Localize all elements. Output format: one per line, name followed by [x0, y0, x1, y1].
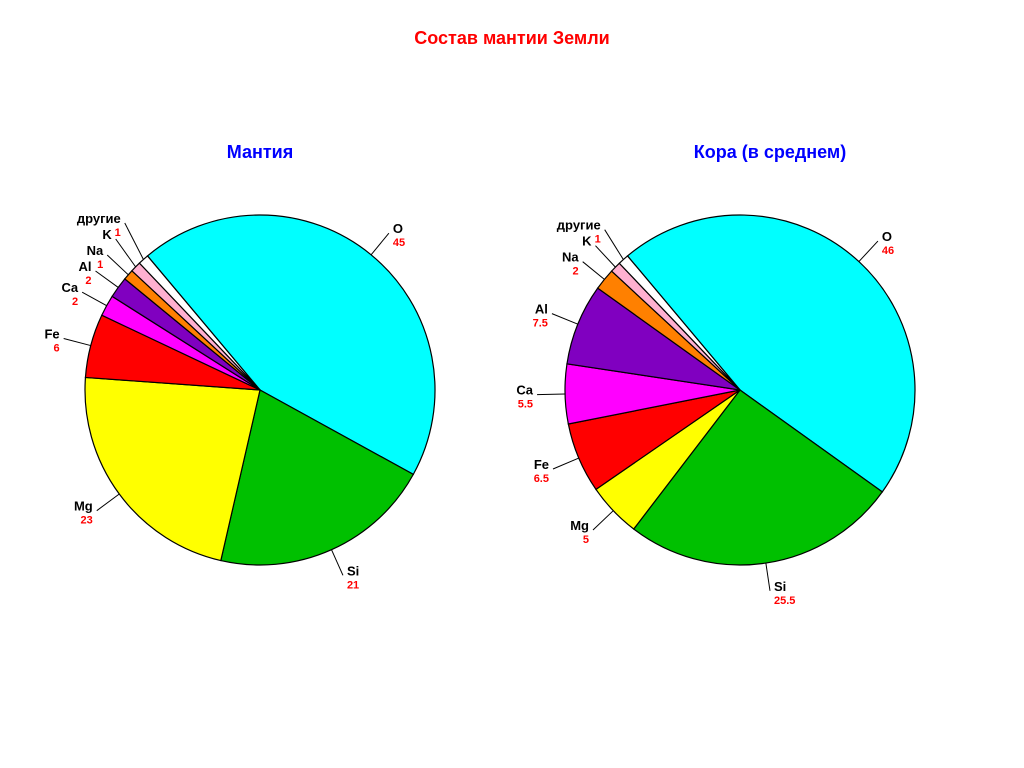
leader-crust-другие — [605, 230, 624, 260]
leader-mantle-Mg — [97, 494, 120, 511]
slice-value-mantle-Na: 1 — [97, 259, 103, 271]
slice-value-mantle-O: 45 — [393, 237, 405, 249]
slice-value-crust-O: 46 — [882, 245, 894, 257]
slice-label-crust-Si: Si — [774, 579, 786, 594]
leader-mantle-O — [371, 233, 389, 255]
leader-crust-Fe — [553, 458, 579, 469]
slice-label-crust-Al: Al — [535, 302, 548, 317]
slice-label-mantle-Si: Si — [347, 563, 359, 578]
slice-label-crust-Na: Na — [562, 250, 579, 265]
leader-crust-Mg — [593, 511, 613, 530]
leader-mantle-Ca — [82, 292, 107, 305]
slice-value-mantle-Si: 21 — [347, 579, 359, 591]
slice-value-mantle-Al: 2 — [85, 275, 91, 287]
leader-mantle-Si — [332, 550, 343, 576]
slice-label-mantle-K: K — [102, 227, 112, 242]
slice-value-crust-Al: 7.5 — [533, 318, 548, 330]
slice-value-mantle-Ca: 2 — [72, 296, 78, 308]
slice-value-crust-Na: 2 — [573, 266, 579, 278]
slice-label-mantle-Na: Na — [87, 243, 104, 258]
slice-value-crust-Mg: 5 — [583, 534, 589, 546]
slice-value-crust-Fe: 6.5 — [534, 473, 549, 485]
leader-mantle-K — [116, 239, 136, 267]
chart-subtitle-crust: Кора (в среднем) — [694, 142, 846, 162]
slice-label-mantle-Ca: Ca — [62, 280, 79, 295]
leader-crust-O — [859, 241, 878, 262]
page-title: Состав мантии Земли — [0, 28, 1024, 49]
leader-crust-Na — [583, 262, 605, 280]
slice-label-mantle-другие: другие — [77, 211, 121, 226]
slice-label-crust-O: O — [882, 229, 892, 244]
slice-label-crust-Fe: Fe — [534, 457, 549, 472]
pie-chart-mantle: МантияO45Si21Mg23Fe6Ca2Al2Na1Kдругие1 — [44, 142, 435, 591]
slice-value-mantle-Fe: 6 — [54, 342, 60, 354]
chart-canvas: МантияO45Si21Mg23Fe6Ca2Al2Na1Kдругие1Кор… — [0, 0, 1024, 768]
leader-mantle-Al — [96, 271, 119, 287]
slice-value-crust-другие: 1 — [595, 234, 601, 246]
slice-value-mantle-другие: 1 — [115, 227, 121, 239]
leader-mantle-Fe — [64, 338, 91, 345]
slice-value-crust-Si: 25.5 — [774, 595, 795, 607]
leader-crust-Al — [552, 314, 578, 325]
slice-value-mantle-Mg: 23 — [81, 515, 93, 527]
leader-mantle-Na — [107, 255, 128, 275]
slice-value-crust-Ca: 5.5 — [518, 399, 533, 411]
leader-crust-K — [595, 246, 615, 267]
chart-subtitle-mantle: Мантия — [227, 142, 293, 162]
leader-mantle-другие — [125, 223, 144, 259]
slice-label-mantle-Mg: Mg — [74, 499, 93, 514]
slice-label-crust-Mg: Mg — [570, 518, 589, 533]
slice-label-mantle-Al: Al — [79, 259, 92, 274]
slice-label-crust-Ca: Ca — [516, 383, 533, 398]
leader-crust-Si — [766, 563, 770, 591]
pie-chart-crust: Кора (в среднем) O46 Si25.5 Mg5 Fe6.5 Ca5.5 Al… — [516, 142, 915, 607]
slice-label-crust-другие: другие — [557, 218, 601, 233]
slice-label-crust-K: K — [582, 234, 592, 249]
leader-crust-Ca — [537, 394, 565, 395]
slice-label-mantle-O: O — [393, 221, 403, 236]
slice-label-mantle-Fe: Fe — [44, 326, 59, 341]
